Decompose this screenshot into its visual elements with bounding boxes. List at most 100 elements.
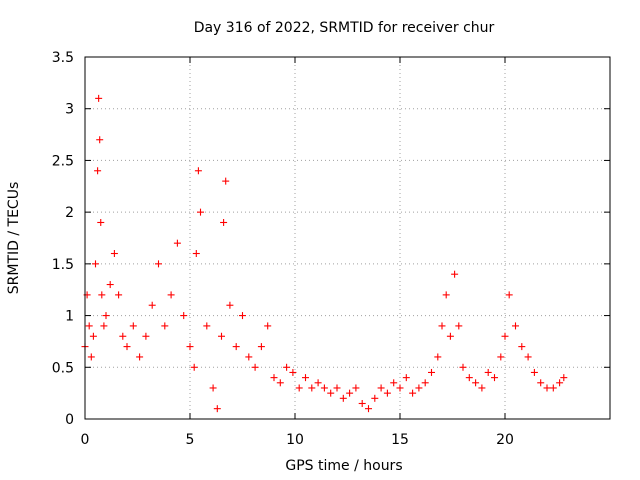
data-point bbox=[451, 270, 459, 278]
x-axis-label: GPS time / hours bbox=[285, 458, 402, 474]
data-point bbox=[459, 363, 467, 371]
data-point bbox=[95, 94, 103, 102]
data-points bbox=[81, 94, 568, 413]
y-tick-label: 3.5 bbox=[52, 50, 74, 66]
data-point bbox=[257, 343, 265, 351]
data-point bbox=[560, 374, 568, 382]
data-point bbox=[472, 379, 480, 387]
data-point bbox=[136, 353, 144, 361]
data-point bbox=[264, 322, 272, 330]
data-point bbox=[194, 167, 202, 175]
data-point bbox=[549, 384, 557, 392]
data-point bbox=[371, 394, 379, 402]
data-point bbox=[98, 291, 106, 299]
data-point bbox=[543, 384, 551, 392]
data-point bbox=[100, 322, 108, 330]
data-point bbox=[446, 332, 454, 340]
data-point bbox=[377, 384, 385, 392]
data-point bbox=[180, 312, 188, 320]
plot-frame bbox=[84, 56, 611, 420]
data-point bbox=[129, 322, 137, 330]
data-point bbox=[192, 250, 200, 258]
data-point bbox=[89, 332, 97, 340]
data-point bbox=[352, 384, 360, 392]
data-point bbox=[226, 301, 234, 309]
data-point bbox=[339, 394, 347, 402]
data-point bbox=[491, 374, 498, 382]
data-point bbox=[512, 322, 519, 330]
data-point bbox=[203, 322, 211, 330]
data-point bbox=[434, 353, 442, 361]
data-point bbox=[123, 343, 131, 351]
data-point bbox=[415, 384, 423, 392]
x-tick-label: 10 bbox=[286, 432, 304, 448]
y-tick-label: 0.5 bbox=[52, 360, 74, 376]
data-point bbox=[119, 332, 127, 340]
data-point bbox=[190, 363, 198, 371]
data-point bbox=[390, 379, 398, 387]
data-point bbox=[358, 399, 366, 407]
data-point bbox=[327, 389, 335, 397]
data-point bbox=[251, 363, 259, 371]
data-point bbox=[245, 353, 253, 361]
data-point bbox=[518, 343, 526, 351]
data-point bbox=[505, 291, 513, 299]
data-point bbox=[365, 405, 372, 413]
data-point bbox=[96, 136, 104, 144]
data-point bbox=[556, 379, 564, 387]
data-point bbox=[409, 389, 417, 397]
x-tick-label: 20 bbox=[496, 432, 514, 448]
data-point bbox=[283, 363, 291, 371]
data-point bbox=[232, 343, 240, 351]
data-point bbox=[110, 250, 118, 258]
data-point bbox=[239, 312, 246, 320]
data-point bbox=[102, 312, 110, 320]
x-tick-label: 0 bbox=[81, 432, 90, 448]
y-tick-label: 3 bbox=[65, 102, 74, 118]
data-point bbox=[295, 384, 303, 392]
y-tick-label: 1 bbox=[65, 309, 74, 325]
data-point bbox=[428, 368, 435, 376]
y-tick-label: 0 bbox=[65, 412, 74, 428]
data-point bbox=[167, 291, 175, 299]
data-point bbox=[478, 384, 486, 392]
data-point bbox=[94, 167, 102, 175]
data-point bbox=[302, 374, 309, 382]
data-point bbox=[455, 322, 463, 330]
x-tick-label: 15 bbox=[391, 432, 409, 448]
y-tick-label: 2.5 bbox=[52, 153, 74, 169]
data-point bbox=[155, 260, 162, 268]
data-point bbox=[218, 332, 225, 340]
y-tick-label: 1.5 bbox=[52, 257, 74, 273]
data-point bbox=[320, 384, 328, 392]
data-point bbox=[276, 379, 284, 387]
chart-title: Day 316 of 2022, SRMTID for receiver chu… bbox=[194, 20, 495, 36]
data-point bbox=[484, 368, 492, 376]
data-point bbox=[97, 218, 105, 226]
data-point bbox=[85, 322, 93, 330]
data-point bbox=[314, 379, 322, 387]
data-point bbox=[222, 177, 230, 185]
data-point bbox=[438, 322, 446, 330]
data-point bbox=[197, 208, 204, 216]
data-point bbox=[270, 374, 278, 382]
y-axis-label: SRMTID / TECUs bbox=[6, 182, 22, 295]
data-point bbox=[442, 291, 450, 299]
grid bbox=[85, 57, 610, 419]
x-tick-label: 5 bbox=[186, 432, 195, 448]
data-point bbox=[530, 368, 538, 376]
data-point bbox=[161, 322, 169, 330]
data-point bbox=[115, 291, 123, 299]
data-point bbox=[209, 384, 217, 392]
data-point bbox=[537, 379, 545, 387]
data-point bbox=[148, 301, 156, 309]
data-point bbox=[346, 389, 354, 397]
data-point bbox=[142, 332, 150, 340]
data-point bbox=[333, 384, 341, 392]
data-point bbox=[402, 374, 410, 382]
data-point bbox=[497, 353, 505, 361]
data-point bbox=[106, 281, 114, 289]
data-point bbox=[220, 218, 228, 226]
data-point bbox=[213, 405, 221, 413]
